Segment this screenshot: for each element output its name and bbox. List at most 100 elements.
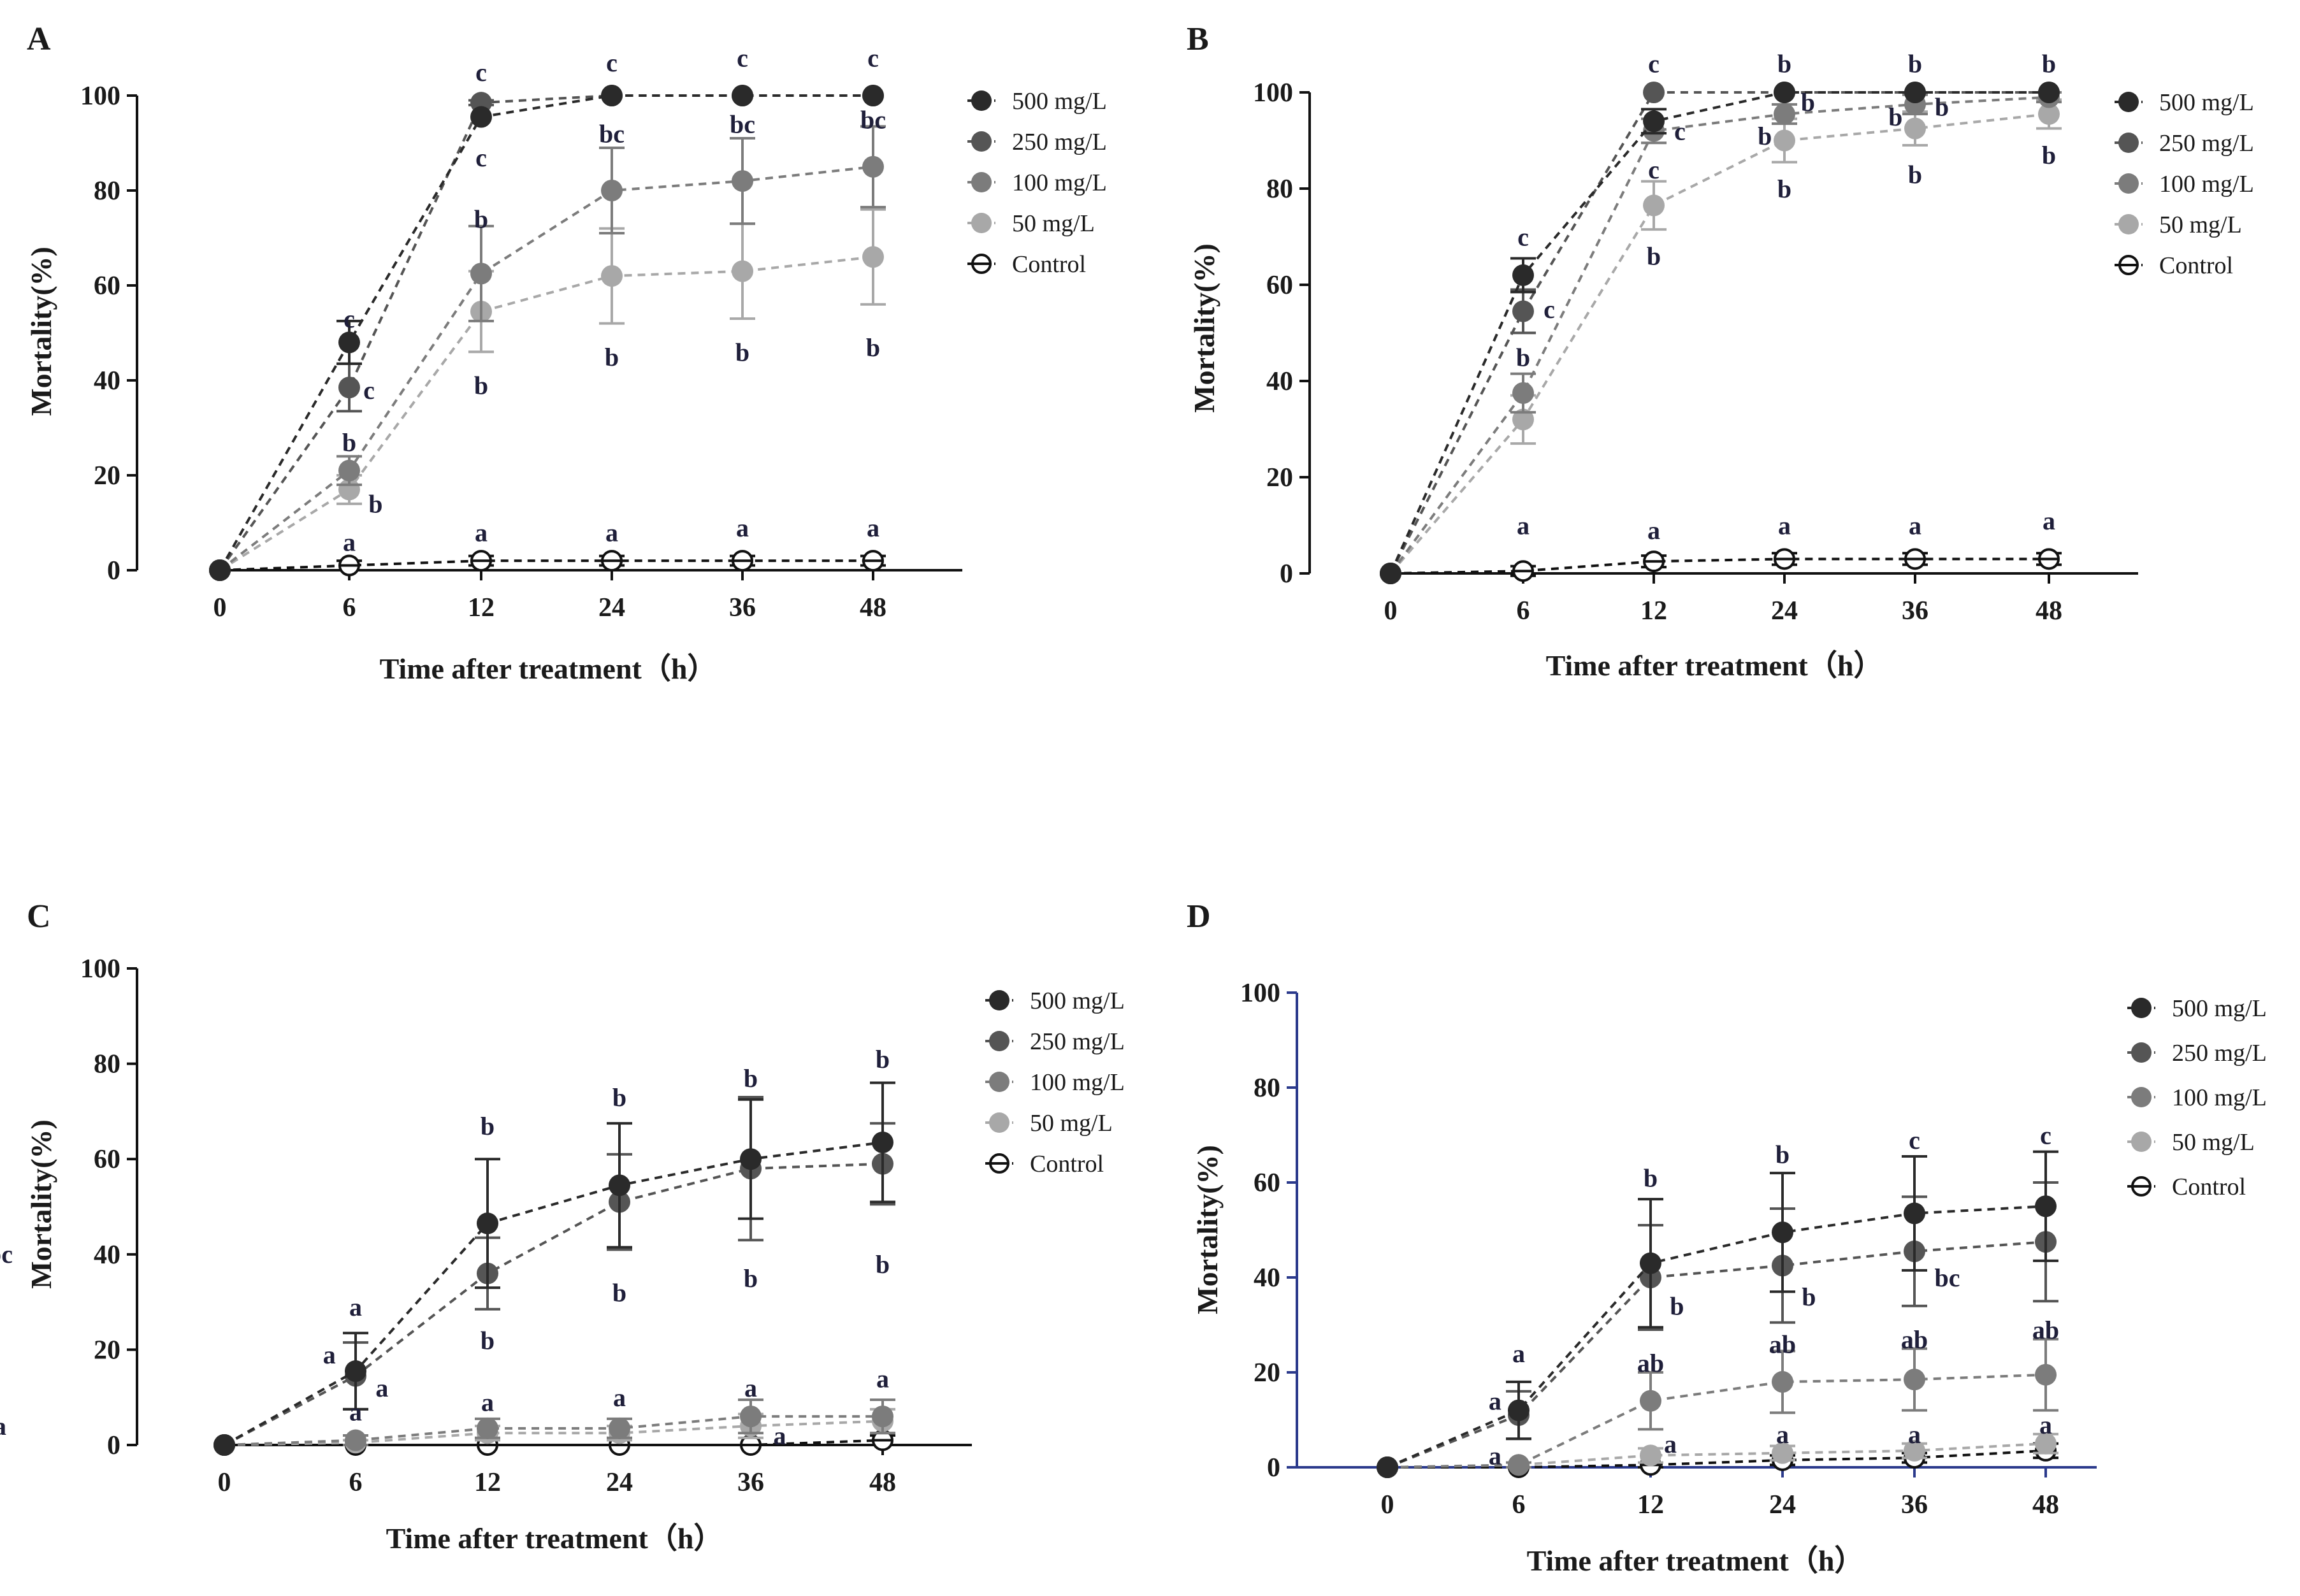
legend-item: 500 mg/L xyxy=(2115,89,2254,116)
significance-label: b xyxy=(1644,1164,1658,1193)
data-point xyxy=(1640,1252,1661,1274)
x-tick-label: 48 xyxy=(2036,596,2062,626)
data-point xyxy=(1643,194,1665,217)
legend-marker xyxy=(989,1112,1009,1133)
y-tick-label: 100 xyxy=(1240,979,1280,1008)
legend-label: 50 mg/L xyxy=(1030,1110,1113,1137)
y-tick-label: 60 xyxy=(1254,1168,1280,1198)
data-point xyxy=(1377,1456,1398,1478)
x-tick-label: 36 xyxy=(1902,596,1928,626)
legend-label: 500 mg/L xyxy=(2159,89,2254,116)
significance-label: a xyxy=(343,528,356,556)
legend-label: Control xyxy=(1030,1151,1104,1177)
panel-letter: D xyxy=(1187,898,1211,935)
y-tick-label: 40 xyxy=(94,1240,120,1270)
series-line xyxy=(1389,96,2050,575)
significance-label: a xyxy=(1778,512,1791,540)
significance-label: a xyxy=(1776,1420,1789,1449)
significance-label: a xyxy=(0,1412,6,1441)
significance-label: a xyxy=(2039,1411,2052,1439)
y-axis-title: Mortality(%) xyxy=(1191,1145,1224,1314)
x-tick-label: 12 xyxy=(468,593,495,622)
legend: 500 mg/L 250 mg/L 100 mg/L 50 mg/L Control xyxy=(2127,995,2267,1200)
data-point xyxy=(732,260,753,282)
significance-label: b xyxy=(744,1264,758,1293)
panel-letter: A xyxy=(27,21,51,57)
y-tick-label: 80 xyxy=(1254,1074,1280,1103)
x-tick-label: 36 xyxy=(737,1468,764,1497)
significance-label: a xyxy=(605,518,618,547)
legend-label: 100 mg/L xyxy=(1030,1069,1125,1096)
data-point xyxy=(1512,264,1534,286)
series-100-mg-l xyxy=(1380,86,2062,584)
legend-item: 50 mg/L xyxy=(2115,212,2242,238)
data-point xyxy=(732,170,753,192)
significance-label: b xyxy=(612,1083,626,1112)
series-line xyxy=(224,1162,883,1446)
significance-label: c xyxy=(1544,295,1555,324)
significance-label: a xyxy=(744,1374,757,1402)
x-tick-label: 48 xyxy=(860,593,886,622)
x-tick-label: 0 xyxy=(1381,1490,1394,1520)
x-tick-label: 6 xyxy=(1517,596,1530,626)
legend-label: 250 mg/L xyxy=(1012,129,1107,155)
legend-label: 500 mg/L xyxy=(1030,988,1125,1014)
x-tick-label: 48 xyxy=(2032,1490,2059,1520)
data-point xyxy=(740,1148,762,1170)
legend-label: 50 mg/L xyxy=(1012,210,1095,237)
significance-label: a xyxy=(613,1383,626,1412)
y-tick-label: 60 xyxy=(94,271,120,301)
series-500-mg-l xyxy=(213,1081,895,1456)
significance-label: c xyxy=(363,376,375,405)
significance-label: a xyxy=(1489,1441,1501,1470)
significance-label: ab xyxy=(1901,1325,1928,1354)
x-tick-label: 48 xyxy=(869,1468,896,1497)
significance-label: b xyxy=(735,338,749,366)
data-point xyxy=(1512,300,1534,322)
significance-label: c xyxy=(867,43,879,72)
data-point xyxy=(2038,103,2060,125)
significance-label: b xyxy=(2042,141,2056,169)
series-control xyxy=(213,1429,895,1456)
significance-label: b xyxy=(876,1045,890,1074)
legend-item: 50 mg/L xyxy=(967,210,1095,237)
legend-item: 100 mg/L xyxy=(985,1069,1125,1096)
significance-label: c xyxy=(1648,50,1660,78)
data-point xyxy=(1904,117,1926,140)
data-point xyxy=(1904,1439,1925,1462)
y-tick-label: 80 xyxy=(94,176,120,206)
x-tick-label: 24 xyxy=(1771,596,1798,626)
series-50-mg-l xyxy=(209,208,886,581)
legend-item: 250 mg/L xyxy=(967,129,1107,155)
legend: 500 mg/L 250 mg/L 100 mg/L 50 mg/L Control xyxy=(2115,89,2254,279)
data-point xyxy=(470,262,492,285)
chart-panel-b: B 0 20 40 60 80 100 0 6 12 24 36 48 Time after treatm… xyxy=(1187,21,2254,682)
significance-label: b xyxy=(1908,50,1922,78)
legend-item: Control xyxy=(2127,1174,2246,1200)
legend-item: 500 mg/L xyxy=(2127,995,2267,1022)
data-point xyxy=(601,265,623,287)
significance-label: b xyxy=(1802,1283,1816,1311)
legend-label: 50 mg/L xyxy=(2159,212,2242,238)
data-point xyxy=(1512,408,1534,431)
data-point xyxy=(477,1212,498,1235)
legend-marker xyxy=(2118,173,2139,194)
data-point xyxy=(338,331,360,354)
series-line xyxy=(224,1141,883,1446)
series-100-mg-l xyxy=(1377,1337,2058,1478)
significance-label: b xyxy=(1935,93,1949,122)
significance-label: b xyxy=(1516,343,1530,371)
series-line xyxy=(219,559,873,572)
data-point xyxy=(862,155,884,178)
significance-label: a xyxy=(1512,1339,1525,1368)
significance-label: ab xyxy=(1769,1330,1796,1358)
legend-item: 100 mg/L xyxy=(2127,1084,2267,1111)
data-point xyxy=(872,1405,893,1428)
x-tick-label: 6 xyxy=(343,593,356,622)
significance-label: a xyxy=(876,1364,889,1393)
significance-label: c xyxy=(475,58,487,87)
data-point xyxy=(1643,110,1665,133)
chart-panel-a: A 0 20 40 60 80 100 0 6 12 24 36 48 Time after treatm… xyxy=(25,21,1107,685)
significance-label: a xyxy=(375,1374,388,1402)
